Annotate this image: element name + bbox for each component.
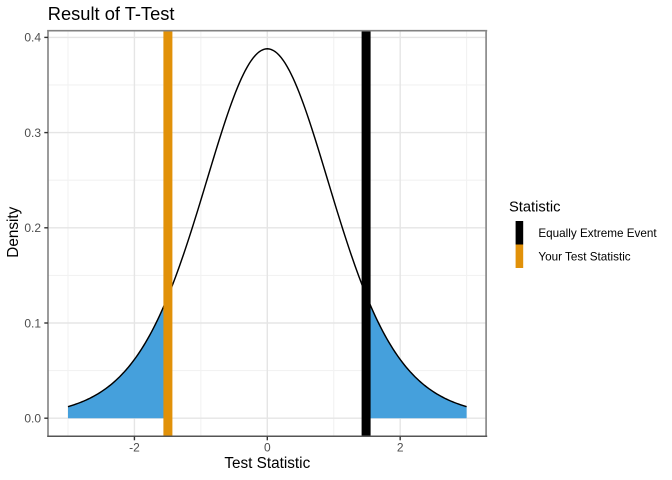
svg-text:0: 0 — [264, 441, 271, 455]
svg-text:Statistic: Statistic — [509, 200, 560, 216]
svg-text:0.1: 0.1 — [24, 316, 41, 330]
svg-text:0.3: 0.3 — [24, 126, 41, 140]
svg-text:Test Statistic: Test Statistic — [224, 455, 310, 472]
svg-text:0.4: 0.4 — [24, 31, 41, 45]
svg-text:2: 2 — [397, 441, 404, 455]
svg-text:Result of T-Test: Result of T-Test — [48, 3, 175, 24]
svg-text:0.0: 0.0 — [24, 412, 41, 426]
svg-text:Your Test Statistic: Your Test Statistic — [538, 251, 630, 264]
svg-text:-2: -2 — [129, 441, 140, 455]
svg-text:0.2: 0.2 — [24, 221, 41, 235]
svg-text:Equally Extreme Event: Equally Extreme Event — [538, 227, 657, 240]
svg-text:Density: Density — [5, 206, 22, 257]
